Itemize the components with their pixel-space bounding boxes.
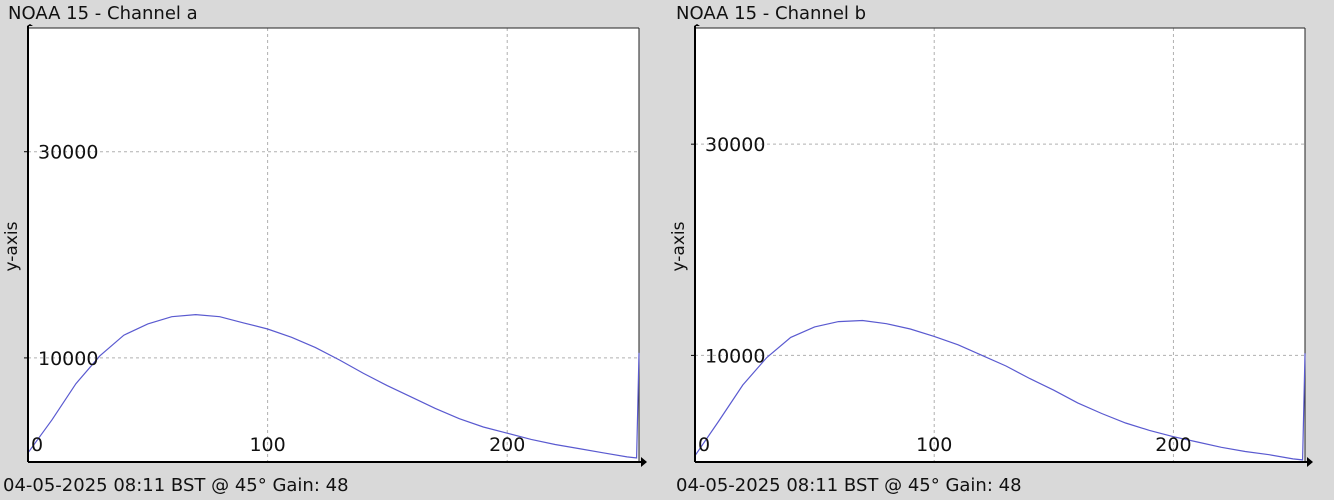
series-line — [694, 319, 1306, 461]
chart-plot: 0 100 200 10000 30000 y-axis — [669, 24, 1313, 467]
chart-title: NOAA 15 - Channel b — [676, 3, 867, 24]
y-axis-title: y-axis — [669, 221, 689, 271]
x-tick-label: 0 — [31, 434, 43, 456]
y-axis-title: y-axis — [2, 221, 22, 271]
x-tick-label: 200 — [489, 434, 525, 456]
chart-panel-b: NOAA 15 - Channel b 0 100 200 10000 30000 y-a… — [667, 0, 1334, 500]
chart-title: NOAA 15 - Channel a — [8, 3, 198, 24]
chart-footer: 04-05-2025 08:11 BST @ 45° Gain: 48 — [3, 475, 349, 496]
chart-plot: 0 100 200 10000 30000 y-axis — [2, 24, 647, 467]
chart-panel-a: NOAA 15 - Channel a 0 100 200 10000 30000 y-a… — [2, 3, 647, 496]
y-tick-label: 30000 — [38, 142, 98, 164]
x-tick-label: 100 — [249, 434, 285, 456]
y-tick-label: 10000 — [38, 348, 98, 370]
y-axis-arrow — [694, 24, 700, 26]
series-line — [27, 313, 640, 459]
plot-area — [695, 28, 1305, 461]
x-axis-arrow — [1307, 457, 1313, 467]
y-tick-label: 10000 — [705, 345, 765, 367]
chart-footer: 04-05-2025 08:11 BST @ 45° Gain: 48 — [676, 475, 1022, 496]
plot-area — [28, 28, 639, 461]
x-tick-label: 100 — [916, 434, 952, 456]
y-axis-arrow — [27, 24, 33, 26]
x-axis-arrow — [641, 457, 647, 467]
y-tick-label: 30000 — [705, 134, 765, 156]
x-tick-label: 0 — [698, 434, 710, 456]
x-tick-label: 200 — [1155, 434, 1191, 456]
